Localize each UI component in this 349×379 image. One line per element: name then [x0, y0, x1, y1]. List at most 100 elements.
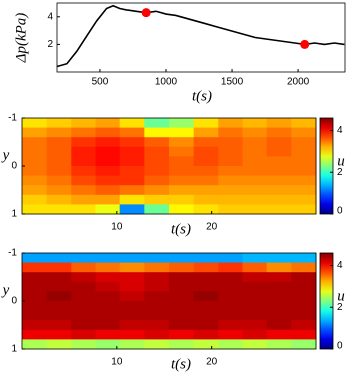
heat-cell	[95, 118, 121, 129]
heat-cell	[218, 156, 243, 167]
heat-cell	[22, 262, 48, 273]
heat-cell	[22, 301, 48, 312]
heat-cell	[144, 253, 170, 264]
heat-cell	[242, 253, 268, 264]
heat-cell	[119, 272, 145, 283]
heat-cell	[291, 329, 317, 340]
heat-cell	[95, 329, 121, 340]
heat-cell	[144, 320, 170, 331]
y-tick-label: 1	[11, 344, 17, 355]
heat-cell	[144, 118, 170, 129]
colorbar-tick-label: 2	[337, 167, 343, 178]
heat-cell	[218, 320, 243, 331]
heat-cell	[95, 301, 121, 312]
heat-cell	[46, 194, 72, 205]
heat-cell	[144, 204, 170, 215]
heat-cell	[193, 301, 219, 312]
heat-cell	[193, 118, 219, 129]
heat-cell	[22, 137, 48, 148]
heat-cell	[95, 320, 121, 331]
data-line	[56, 4, 345, 68]
heat-cell	[144, 262, 170, 273]
x-axis-label: t(s)	[171, 356, 191, 372]
heat-cell	[22, 291, 48, 302]
heat-cell	[71, 329, 96, 340]
heat-cell	[218, 262, 243, 273]
heat-cell	[119, 127, 145, 138]
heat-cell	[218, 329, 243, 340]
heat-cell	[22, 204, 48, 215]
y-axis-label: Δp(kPa)	[13, 13, 29, 64]
heat-cell	[266, 310, 292, 321]
x-tick-label: 500	[92, 77, 109, 88]
heat-cell	[71, 262, 96, 273]
heat-cell	[169, 301, 195, 312]
heat-cell	[242, 291, 268, 302]
heat-cell	[95, 281, 121, 292]
heat-cell	[144, 272, 170, 283]
heat-cell	[144, 156, 170, 167]
heat-cell	[22, 118, 48, 129]
heat-cell	[46, 137, 72, 148]
heat-cell	[193, 156, 219, 167]
heat-cell	[291, 310, 317, 321]
heat-cell	[169, 137, 195, 148]
heat-cell	[71, 339, 96, 350]
heat-cell	[71, 301, 96, 312]
heat-cell	[144, 329, 170, 340]
x-axis-label: t(s)	[171, 221, 191, 237]
y-axis-label: y	[1, 147, 10, 163]
heat-cell	[46, 310, 72, 321]
heat-cell	[193, 339, 219, 350]
heat-cell	[46, 118, 72, 129]
heat-cell	[291, 118, 317, 129]
heat-cell	[46, 262, 72, 273]
heat-cell	[95, 291, 121, 302]
heat-cell	[193, 146, 219, 157]
colorbar-label: u	[337, 153, 345, 169]
heat-cell	[218, 204, 243, 215]
heat-cell	[95, 272, 121, 283]
heat-cell	[119, 339, 145, 350]
heat-cell	[71, 127, 96, 138]
heat-cell	[266, 262, 292, 273]
heat-cell	[144, 185, 170, 196]
heat-cell	[291, 320, 317, 331]
marker-point	[141, 8, 151, 18]
heat-cell	[119, 310, 145, 321]
heat-cell	[22, 127, 48, 138]
heat-cell	[266, 281, 292, 292]
heat-cell	[266, 320, 292, 331]
heat-cell	[144, 146, 170, 157]
heat-cell	[242, 272, 268, 283]
heat-cell	[144, 339, 170, 350]
heat-cell	[291, 281, 317, 292]
heat-cell	[95, 204, 121, 215]
heat-cell	[266, 253, 292, 264]
colorbar-tick-label: 0	[337, 341, 343, 352]
colorbar	[319, 117, 334, 215]
heat-cell	[169, 194, 195, 205]
heat-cell	[218, 339, 243, 350]
y-tick-label: 0	[11, 296, 17, 307]
heat-cell	[71, 310, 96, 321]
heat-cell	[266, 166, 292, 177]
heat-cell	[144, 301, 170, 312]
heat-cell	[291, 127, 317, 138]
heat-cell	[71, 204, 96, 215]
heat-cell	[193, 291, 219, 302]
heat-cell	[22, 185, 48, 196]
heat-cell	[218, 166, 243, 177]
heat-cell	[119, 166, 145, 177]
heat-cell	[242, 310, 268, 321]
heat-cell	[22, 156, 48, 167]
heat-cell	[169, 339, 195, 350]
heat-cell	[266, 329, 292, 340]
colorbar-label: u	[337, 288, 345, 304]
heat-cell	[144, 194, 170, 205]
heat-cell	[95, 137, 121, 148]
heat-cell	[119, 320, 145, 331]
heat-cell	[71, 137, 96, 148]
heat-cell	[242, 175, 268, 186]
heat-cell	[218, 137, 243, 148]
